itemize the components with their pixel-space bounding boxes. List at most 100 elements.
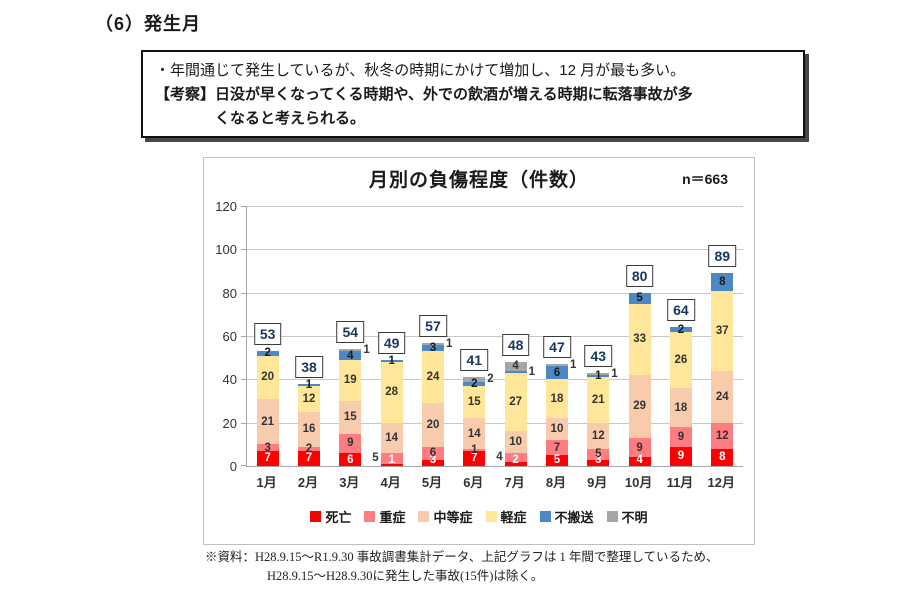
segment-value-label: 1 — [445, 337, 453, 350]
bar-segment-軽症 — [463, 385, 486, 419]
segment-value-label: 9 — [677, 450, 685, 463]
y-tick-label: 0 — [229, 459, 237, 474]
bar-stack: 5 7 10 18 6 1 — [545, 359, 576, 466]
bar-column-5月: 3 6 20 24 3 1 57 — [412, 206, 453, 466]
segment-value-label: 24 — [426, 371, 440, 384]
segment-value-label: 9 — [347, 437, 354, 450]
bar-segment-重症 — [297, 446, 320, 451]
bar-stack: 7 2 16 12 1 — [297, 379, 320, 466]
bar-segment-不搬送 — [628, 292, 651, 304]
gridline — [247, 422, 743, 424]
bar-total-box: 38 — [295, 355, 323, 378]
annotation-box: ・年間通じて発生しているが、秋冬の時期にかけて増加し、12 月が最も多い。 【考… — [141, 50, 805, 138]
segment-value-label: 1 — [528, 365, 536, 378]
bar-column-3月: 6 9 15 19 4 1 54 — [330, 206, 371, 466]
bar-total-box: 47 — [543, 336, 571, 359]
segment-value-label: 3 — [429, 341, 437, 354]
bar-segment-軽症 — [587, 377, 610, 423]
legend-item-中等症: 中等症 — [418, 507, 473, 526]
bar-segment-重症 — [256, 444, 279, 451]
source-footnote: ※資料：H28.9.15～R1.9.30 事故調書集計データ、上記グラフは 1 … — [205, 548, 719, 586]
segment-value-label: 15 — [467, 396, 481, 409]
segment-value-label: 28 — [385, 386, 399, 399]
bar-segment-不搬送 — [669, 327, 692, 332]
x-tick-label: 11月 — [666, 475, 694, 490]
segment-value-label: 6 — [429, 447, 437, 459]
segment-value-label: 3 — [595, 454, 602, 466]
x-tick-label: 6月 — [463, 475, 484, 490]
bar-segment-死亡 — [669, 446, 692, 466]
y-tick-mark — [241, 292, 246, 294]
bar-total-box: 48 — [501, 334, 530, 356]
annotation-line-1: ・年間通じて発生しているが、秋冬の時期にかけて増加し、12 月が最も多い。 — [155, 62, 686, 79]
footnote-line-1: ※資料：H28.9.15～R1.9.30 事故調書集計データ、上記グラフは 1 … — [205, 550, 719, 564]
gridline — [247, 336, 743, 337]
segment-value-label: 24 — [715, 390, 729, 403]
segment-value-label: 2 — [305, 442, 313, 455]
segment-value-label: 1 — [388, 454, 395, 466]
bar-segment-中等症 — [339, 401, 362, 434]
legend-item-死亡: 死亡 — [310, 507, 351, 526]
bar-segment-不搬送 — [421, 344, 444, 352]
bar-total-box: 49 — [377, 331, 406, 354]
segment-value-label: 12 — [591, 429, 605, 442]
segment-value-label: 10 — [550, 423, 564, 436]
bar-segment-重症 — [628, 437, 651, 458]
segment-value-label: 1 — [471, 443, 478, 456]
segment-value-label: 7 — [305, 452, 313, 465]
bar-segment-死亡 — [504, 461, 527, 466]
bar-segment-不搬送 — [545, 366, 568, 380]
bar-segment-軽症 — [256, 355, 279, 399]
bar-total-box: 41 — [460, 349, 489, 372]
legend-swatch-icon — [418, 511, 430, 522]
segment-value-label: 6 — [347, 453, 354, 466]
chart-frame: 月別の負傷程度（件数） n＝663 0 20 40 60 80 100 120 7 3 21 20 2… — [203, 157, 755, 545]
segment-value-label: 9 — [677, 430, 685, 443]
bar-column-11月: 9 9 18 26 2 64 — [660, 206, 701, 466]
page-title: （6）発生月 — [95, 14, 202, 34]
bar-segment-不明 — [421, 342, 444, 345]
plot-area: 0 20 40 60 80 100 120 7 3 21 20 2 53 7 2 16 12 1 38 6 9 15 19 4… — [215, 199, 743, 474]
segment-value-label: 5 — [636, 292, 643, 305]
bar-segment-軽症 — [545, 379, 568, 419]
segment-value-label: 20 — [261, 371, 275, 384]
bar-column-4月: 1 5 14 28 1 49 — [371, 206, 412, 466]
segment-value-label: 21 — [591, 393, 605, 406]
x-tick-label: 12月 — [707, 475, 735, 490]
gridline — [247, 249, 743, 251]
bars-container: 7 3 21 20 2 53 7 2 16 12 1 38 6 9 15 19 4 1 54 1 5 14 28 1 49 3 6 2… — [247, 206, 743, 466]
bar-segment-中等症 — [587, 422, 610, 449]
segment-value-label: 1 — [363, 344, 370, 357]
x-axis-labels: 1月 2月 3月 4月 5月 6月 7月 8月 9月 10月 11月 12月 — [246, 472, 742, 491]
bar-total-box: 64 — [667, 299, 695, 322]
bar-segment-重症 — [380, 453, 403, 464]
legend-label: 死亡 — [325, 510, 352, 525]
segment-value-label: 4 — [512, 360, 519, 373]
segment-value-label: 2 — [512, 454, 519, 466]
bar-segment-死亡 — [463, 450, 486, 466]
bar-stack: 9 9 18 26 2 — [669, 324, 692, 466]
segment-value-label: 4 — [496, 451, 503, 464]
y-tick-label: 40 — [222, 372, 237, 388]
x-tick-label: 9月 — [587, 475, 608, 490]
segment-value-label: 2 — [677, 323, 685, 336]
bar-segment-軽症 — [711, 290, 734, 371]
legend-swatch-icon — [364, 511, 376, 522]
legend-swatch-icon — [310, 511, 322, 522]
bar-segment-重症 — [421, 446, 444, 460]
bar-stack: 3 6 20 24 3 1 — [421, 338, 452, 466]
bar-segment-重症 — [711, 422, 734, 449]
bar-segment-不搬送 — [711, 273, 734, 291]
bar-segment-不明 — [545, 364, 568, 367]
y-tick-label: 60 — [222, 329, 237, 344]
segment-value-label: 3 — [429, 454, 437, 466]
bar-segment-中等症 — [628, 375, 651, 438]
y-tick-mark — [241, 422, 246, 424]
bar-segment-死亡 — [297, 450, 320, 466]
segment-value-label: 19 — [343, 374, 357, 387]
bar-segment-中等症 — [545, 418, 568, 440]
bar-segment-重症 — [669, 427, 692, 447]
legend-label: 中等症 — [433, 510, 473, 525]
bar-segment-中等症 — [711, 370, 734, 423]
segment-value-label: 1 — [611, 367, 618, 380]
